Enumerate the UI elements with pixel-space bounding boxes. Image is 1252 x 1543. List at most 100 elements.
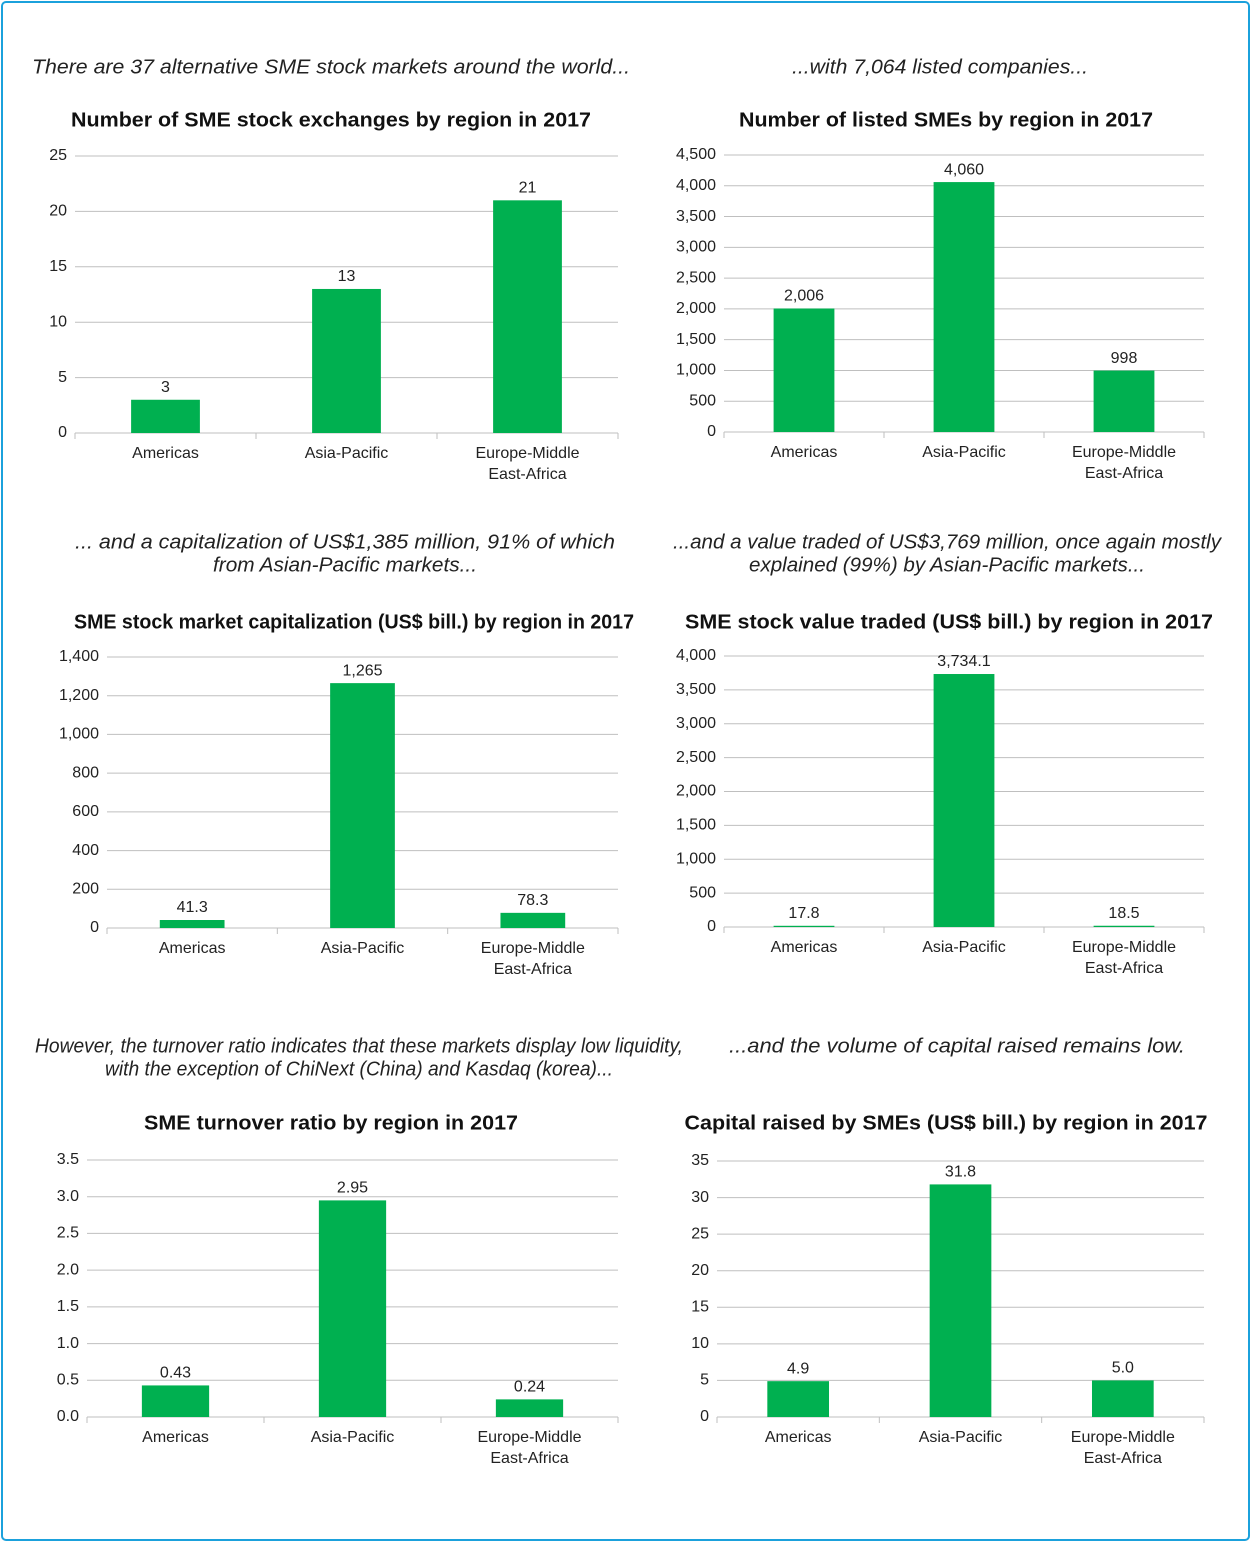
y-tick-label: 2.0 — [57, 1261, 79, 1278]
y-tick-label: 1,000 — [676, 850, 716, 867]
y-tick-label: 600 — [72, 803, 99, 820]
y-tick-label: 10 — [49, 313, 67, 330]
y-tick-label: 2.5 — [57, 1225, 79, 1242]
bar — [929, 1184, 992, 1417]
y-tick-label: 4,000 — [676, 647, 716, 664]
data-label: 41.3 — [177, 899, 208, 916]
caption: ...and a value traded of US$3,769 millio… — [673, 531, 1222, 553]
x-tick-label: Asia-Pacific — [922, 939, 1006, 956]
y-tick-label: 1.0 — [57, 1335, 79, 1352]
y-tick-label: 3.5 — [57, 1151, 79, 1168]
chart-title: Capital raised by SMEs (US$ bill.) by re… — [685, 1112, 1208, 1134]
y-tick-label: 200 — [72, 881, 99, 898]
x-tick-label: Europe-Middle East-Africa — [1072, 444, 1176, 482]
y-tick-label: 0 — [707, 918, 716, 935]
data-label: 2,006 — [784, 288, 824, 305]
x-tick-label: Americas — [142, 1429, 209, 1446]
y-tick-label: 1,500 — [676, 331, 716, 348]
x-tick-label: Europe-Middle East-Africa — [481, 940, 585, 978]
y-tick-label: 0 — [707, 423, 716, 440]
x-tick-label: Americas — [771, 444, 838, 461]
x-tick-label: Asia-Pacific — [321, 940, 405, 957]
bar — [933, 674, 995, 927]
y-tick-label: 0 — [700, 1408, 709, 1425]
y-tick-label: 4,500 — [676, 146, 716, 163]
y-tick-label: 2,000 — [676, 783, 716, 800]
x-tick-label: Europe-Middle East-Africa — [1072, 939, 1176, 977]
chart-title: SME turnover ratio by region in 2017 — [144, 1112, 518, 1134]
y-tick-label: 35 — [691, 1152, 709, 1169]
x-tick-label: Asia-Pacific — [919, 1429, 1003, 1446]
y-tick-label: 3,000 — [676, 239, 716, 256]
y-tick-label: 4,000 — [676, 177, 716, 194]
data-label: 17.8 — [788, 905, 819, 922]
data-label: 0.24 — [514, 1379, 545, 1396]
chart-title: SME stock market capitalization (US$ bil… — [74, 611, 634, 633]
data-label: 18.5 — [1108, 905, 1139, 922]
y-tick-label: 3,000 — [676, 715, 716, 732]
bar — [131, 399, 200, 433]
y-tick-label: 0.0 — [57, 1408, 79, 1425]
y-tick-label: 1,400 — [59, 648, 99, 665]
data-label: 5.0 — [1112, 1360, 1134, 1377]
bar — [493, 200, 562, 433]
x-tick-label: Americas — [159, 940, 226, 957]
y-tick-label: 5 — [700, 1372, 709, 1389]
caption: explained (99%) by Asian-Pacific markets… — [749, 554, 1145, 576]
y-tick-label: 25 — [691, 1225, 709, 1242]
y-tick-label: 5 — [58, 369, 67, 386]
y-tick-label: 1,200 — [59, 687, 99, 704]
y-tick-label: 30 — [691, 1189, 709, 1206]
bar — [495, 1399, 564, 1417]
bar — [1093, 370, 1155, 432]
y-tick-label: 400 — [72, 842, 99, 859]
y-tick-label: 3,500 — [676, 208, 716, 225]
y-tick-label: 1,000 — [59, 726, 99, 743]
bar — [312, 288, 381, 433]
y-tick-label: 1,000 — [676, 362, 716, 379]
y-tick-label: 0.5 — [57, 1372, 79, 1389]
caption: ... and a capitalization of US$1,385 mil… — [75, 531, 615, 553]
bar — [141, 1385, 210, 1417]
bar — [1093, 925, 1155, 927]
data-label: 1,265 — [342, 662, 382, 679]
y-tick-label: 0 — [58, 424, 67, 441]
y-tick-label: 10 — [691, 1335, 709, 1352]
chart-title: Number of listed SMEs by region in 2017 — [739, 109, 1153, 131]
bar — [330, 683, 395, 928]
y-tick-label: 20 — [49, 203, 67, 220]
bar — [318, 1200, 387, 1417]
data-label: 3,734.1 — [937, 653, 990, 670]
y-tick-label: 0 — [90, 919, 99, 936]
y-tick-label: 15 — [49, 258, 67, 275]
data-label: 3 — [161, 379, 170, 396]
y-tick-label: 3.0 — [57, 1188, 79, 1205]
y-tick-label: 20 — [691, 1262, 709, 1279]
x-tick-label: Asia-Pacific — [922, 444, 1006, 461]
data-label: 0.43 — [160, 1365, 191, 1382]
y-tick-label: 2,500 — [676, 269, 716, 286]
bar — [933, 182, 995, 432]
x-tick-label: Asia-Pacific — [311, 1429, 395, 1446]
data-label: 4.9 — [787, 1360, 809, 1377]
bar — [773, 308, 835, 432]
data-label: 4,060 — [944, 161, 984, 178]
bar — [159, 920, 225, 928]
y-tick-label: 1.5 — [57, 1298, 79, 1315]
x-tick-label: Europe-Middle East-Africa — [477, 1429, 581, 1467]
caption: with the exception of ChiNext (China) an… — [105, 1058, 613, 1080]
x-tick-label: Americas — [765, 1429, 832, 1446]
y-tick-label: 1,500 — [676, 817, 716, 834]
bar — [767, 1381, 830, 1417]
data-label: 31.8 — [945, 1164, 976, 1181]
y-tick-label: 25 — [49, 147, 67, 164]
caption: ...with 7,064 listed companies... — [792, 56, 1088, 78]
bar — [773, 925, 835, 927]
data-label: 78.3 — [517, 892, 548, 909]
caption: There are 37 alternative SME stock marke… — [32, 56, 630, 78]
x-tick-label: Europe-Middle East-Africa — [1071, 1429, 1175, 1467]
chart-title: SME stock value traded (US$ bill.) by re… — [685, 611, 1213, 633]
y-tick-label: 15 — [691, 1299, 709, 1316]
